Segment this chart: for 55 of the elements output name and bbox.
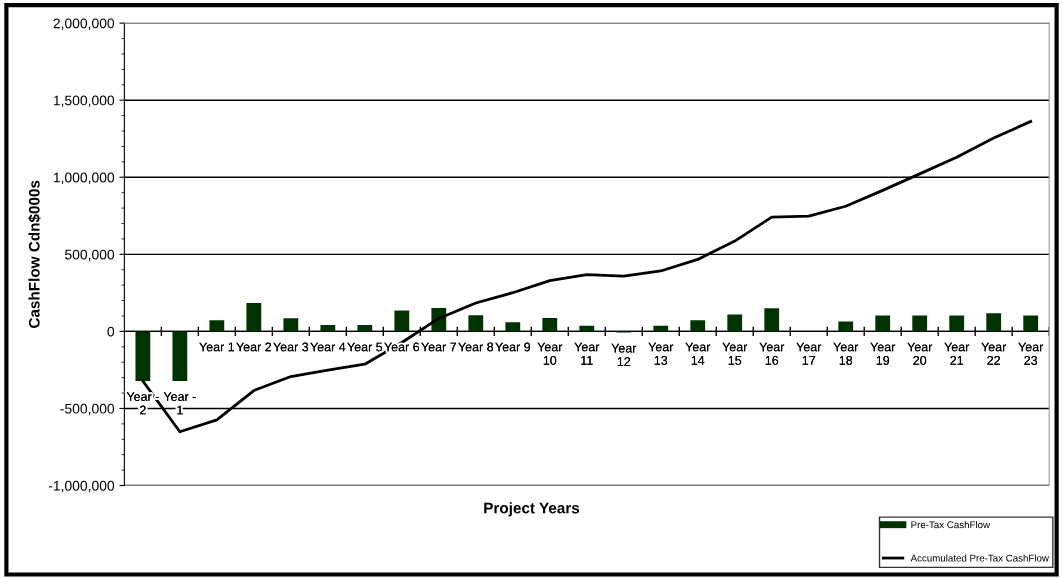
bar	[246, 303, 262, 332]
x-tick-label: Year 1	[199, 342, 235, 352]
x-tick-label: Year 3	[273, 342, 309, 352]
bar	[468, 315, 484, 332]
x-tick-label: Year 18	[833, 342, 859, 365]
y-tick-label: 1,000,000	[53, 172, 115, 185]
bar	[690, 320, 706, 332]
bar	[875, 315, 891, 332]
x-tick-label: Year 11	[574, 342, 600, 365]
bar	[209, 320, 225, 332]
bar	[135, 331, 151, 382]
bar	[838, 321, 854, 332]
x-tick-label: Year 21	[944, 342, 970, 365]
x-tick-label: Year 2	[236, 342, 272, 352]
bar	[986, 313, 1002, 332]
x-tick-label: Year 16	[759, 342, 785, 365]
legend-label: Pre-Tax CashFlow	[911, 521, 991, 529]
bar	[542, 317, 558, 332]
y-tick-label: 2,000,000	[53, 18, 115, 30]
y-tick-label: 1,500,000	[53, 95, 115, 107]
y-tick-label: 0	[107, 326, 115, 337]
x-tick-label: Year 20	[907, 342, 933, 365]
x-tick-label: Year 4	[310, 342, 346, 352]
y-tick-label: 500,000	[65, 249, 115, 262]
bar	[949, 315, 965, 332]
bar	[727, 314, 743, 332]
x-tick-label: Year 9	[495, 342, 531, 352]
x-tick-label: Year 15	[722, 342, 748, 365]
bar	[394, 310, 410, 332]
bar	[579, 325, 595, 332]
bar	[1023, 315, 1039, 332]
y-tick-label: -1,000,000	[48, 480, 115, 493]
x-tick-label: Year 14	[685, 342, 711, 365]
x-tick-label: Year 17	[796, 342, 822, 365]
x-tick-label: Year 12	[611, 343, 637, 366]
bar	[653, 325, 669, 332]
legend-label: Accumulated Pre-Tax CashFlow	[910, 554, 1049, 562]
bar	[505, 322, 521, 332]
x-tick-label: Year 7	[421, 342, 457, 352]
x-axis-title: Project Years	[484, 502, 580, 517]
x-tick-label: Year 22	[981, 342, 1007, 365]
x-tick-label: Year 19	[870, 342, 896, 365]
y-tick-label: -500,000	[60, 403, 115, 416]
bar	[764, 308, 780, 332]
x-tick-label: Year 5	[347, 342, 383, 352]
bar	[320, 324, 336, 332]
bar	[912, 315, 928, 332]
x-tick-label: Year 8	[458, 342, 494, 352]
x-tick-label: Year 23	[1018, 342, 1044, 365]
bar	[172, 331, 188, 382]
y-axis-title: CashFlow Cdn$000s	[28, 180, 41, 328]
bar	[357, 324, 373, 332]
bar	[283, 318, 299, 332]
x-tick-label: Year 10	[537, 342, 563, 365]
x-tick-label: Year 13	[648, 342, 674, 365]
